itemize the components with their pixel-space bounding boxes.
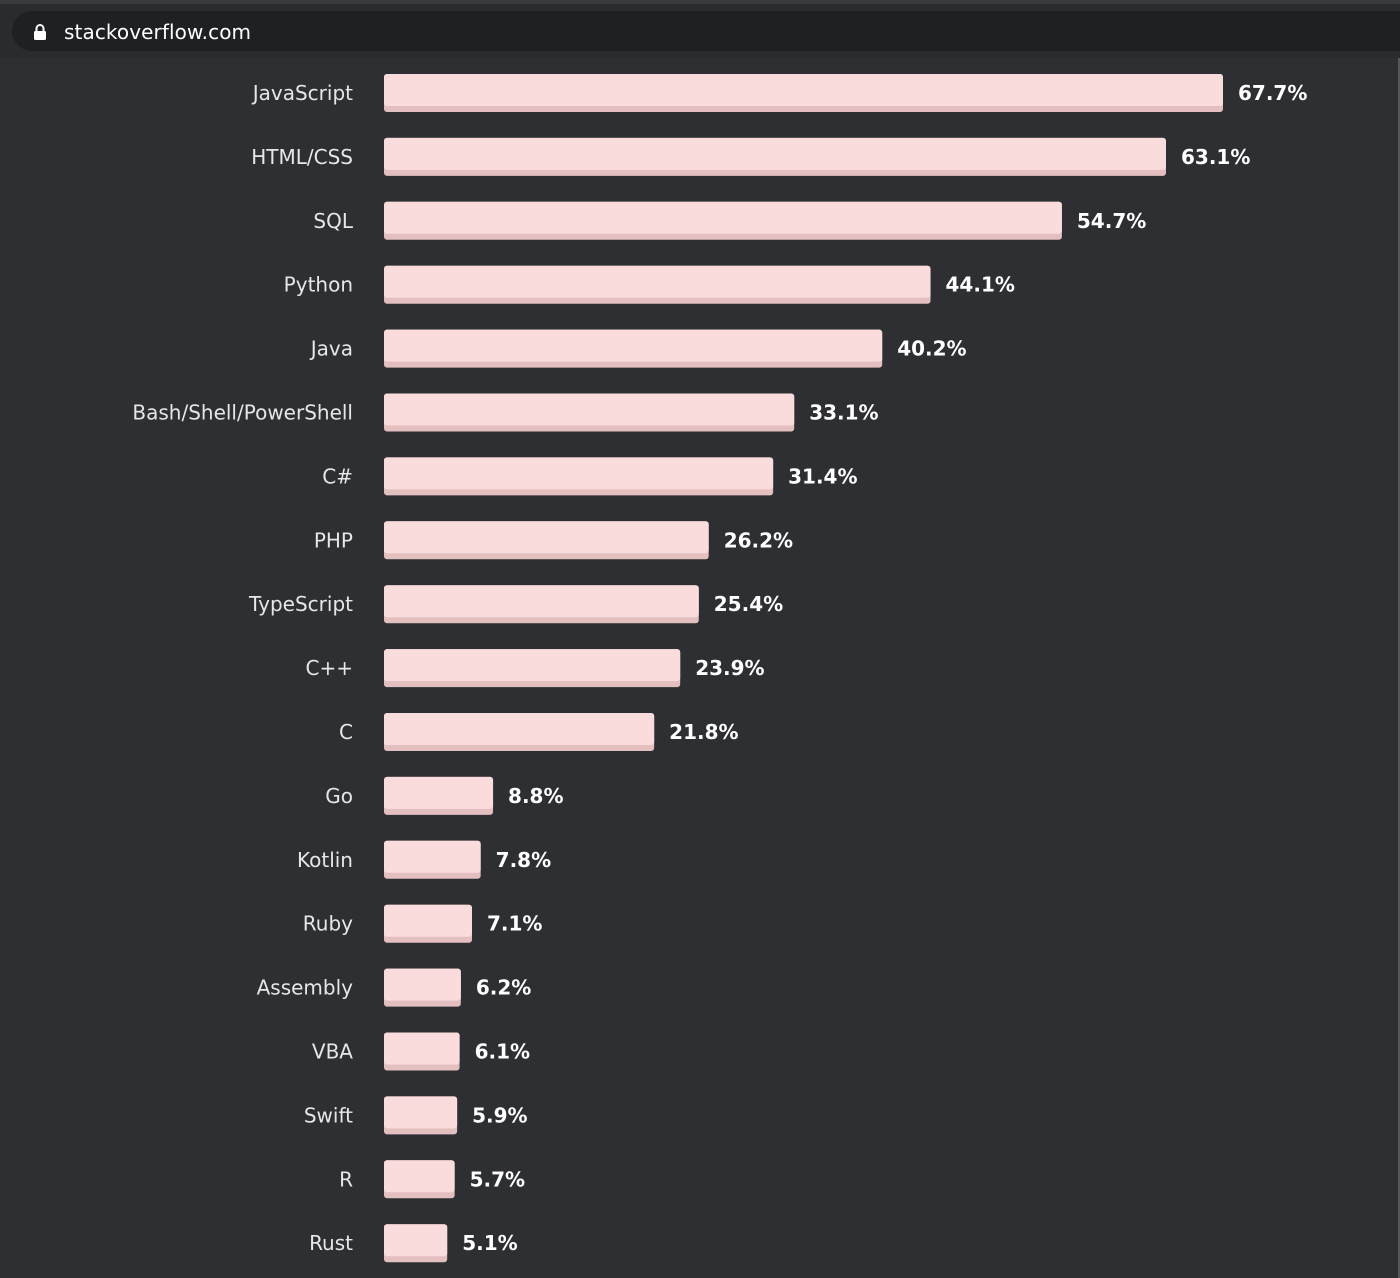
bar[interactable] <box>384 137 1166 170</box>
category-label: Ruby <box>303 912 353 936</box>
bar-row: Kotlin 7.8% <box>297 840 551 879</box>
value-label: 63.1% <box>1181 145 1250 169</box>
bar-row: C# 31.4% <box>322 457 858 496</box>
category-label: Rust <box>309 1231 353 1255</box>
bar[interactable] <box>384 1032 460 1065</box>
bar[interactable] <box>384 776 494 809</box>
bar-chart: JavaScript 67.7% HTML/CSS 63.1% SQL 54.7% Pyth… <box>132 74 1307 1263</box>
bar-row: Java 40.2% <box>309 329 967 368</box>
bar-row: Rust 5.1% <box>309 1224 518 1263</box>
bar[interactable] <box>384 393 795 426</box>
value-label: 23.9% <box>695 656 764 680</box>
bar[interactable] <box>384 1224 448 1257</box>
category-label: C# <box>322 464 353 488</box>
value-label: 40.2% <box>897 337 966 361</box>
bar-row: TypeScript 25.4% <box>248 585 783 624</box>
bar[interactable] <box>384 904 472 937</box>
bar[interactable] <box>384 457 774 490</box>
bar-row: C++ 23.9% <box>306 649 765 688</box>
category-label: C <box>339 720 353 744</box>
value-label: 26.2% <box>724 528 793 552</box>
value-label: 7.8% <box>496 848 551 872</box>
category-label: Java <box>309 337 353 361</box>
value-label: 21.8% <box>669 720 738 744</box>
bar-row: R 5.7% <box>339 1160 525 1199</box>
address-bar[interactable]: stackoverflow.com <box>12 11 1400 51</box>
value-label: 7.1% <box>487 912 542 936</box>
bar-row: Bash/Shell/PowerShell 33.1% <box>132 393 879 432</box>
bar-row: SQL 54.7% <box>313 201 1146 240</box>
category-label: Assembly <box>257 976 354 1000</box>
bar-row: Assembly 6.2% <box>257 968 531 1007</box>
bar-row: Ruby 7.1% <box>303 904 542 943</box>
bar-row: C 21.8% <box>339 713 739 751</box>
bar[interactable] <box>384 1096 458 1129</box>
bar[interactable] <box>384 521 709 554</box>
bar[interactable] <box>384 840 481 873</box>
value-label: 6.1% <box>475 1040 530 1064</box>
category-label: C++ <box>306 656 353 680</box>
category-label: SQL <box>313 209 353 233</box>
bar[interactable] <box>384 585 699 618</box>
category-label: TypeScript <box>248 592 353 616</box>
bar-row: Swift 5.9% <box>304 1096 528 1135</box>
category-label: Python <box>284 273 353 297</box>
bar[interactable] <box>384 265 931 298</box>
value-label: 6.2% <box>476 976 531 1000</box>
category-label: PHP <box>314 528 353 552</box>
category-label: R <box>339 1167 353 1191</box>
category-label: Kotlin <box>297 848 353 872</box>
value-label: 5.9% <box>472 1103 527 1127</box>
category-label: VBA <box>312 1040 353 1064</box>
bar-row: PHP 26.2% <box>314 521 793 560</box>
value-label: 33.1% <box>809 401 878 425</box>
bar[interactable] <box>384 968 461 1001</box>
bar[interactable] <box>384 329 883 362</box>
category-label: JavaScript <box>251 81 353 105</box>
value-label: 54.7% <box>1077 209 1146 233</box>
bar-row: JavaScript 67.7% <box>251 74 1307 112</box>
bar-row: Python 44.1% <box>284 265 1015 304</box>
scrollbar-edge[interactable] <box>1398 58 1400 1278</box>
bar[interactable] <box>384 713 655 745</box>
category-label: HTML/CSS <box>251 145 353 169</box>
category-label: Swift <box>304 1103 353 1127</box>
value-label: 67.7% <box>1238 81 1307 105</box>
value-label: 8.8% <box>508 784 563 808</box>
value-label: 44.1% <box>946 273 1015 297</box>
value-label: 5.7% <box>470 1167 525 1191</box>
bar-row: HTML/CSS 63.1% <box>251 137 1250 176</box>
value-label: 31.4% <box>788 464 857 488</box>
value-label: 5.1% <box>462 1231 517 1255</box>
bar[interactable] <box>384 649 681 682</box>
browser-toolbar: stackoverflow.com <box>0 0 1400 58</box>
category-label: Bash/Shell/PowerShell <box>132 401 353 425</box>
bar-row: Go 8.8% <box>325 776 564 815</box>
bar-row: VBA 6.1% <box>312 1032 530 1071</box>
page-content: JavaScript 67.7% HTML/CSS 63.1% SQL 54.7% Pyth… <box>0 58 1400 1278</box>
bar[interactable] <box>384 1160 455 1193</box>
url-text[interactable]: stackoverflow.com <box>64 20 252 44</box>
lock-icon <box>34 24 46 40</box>
bar[interactable] <box>384 74 1223 106</box>
value-label: 25.4% <box>714 592 783 616</box>
bar[interactable] <box>384 201 1062 234</box>
category-label: Go <box>325 784 353 808</box>
